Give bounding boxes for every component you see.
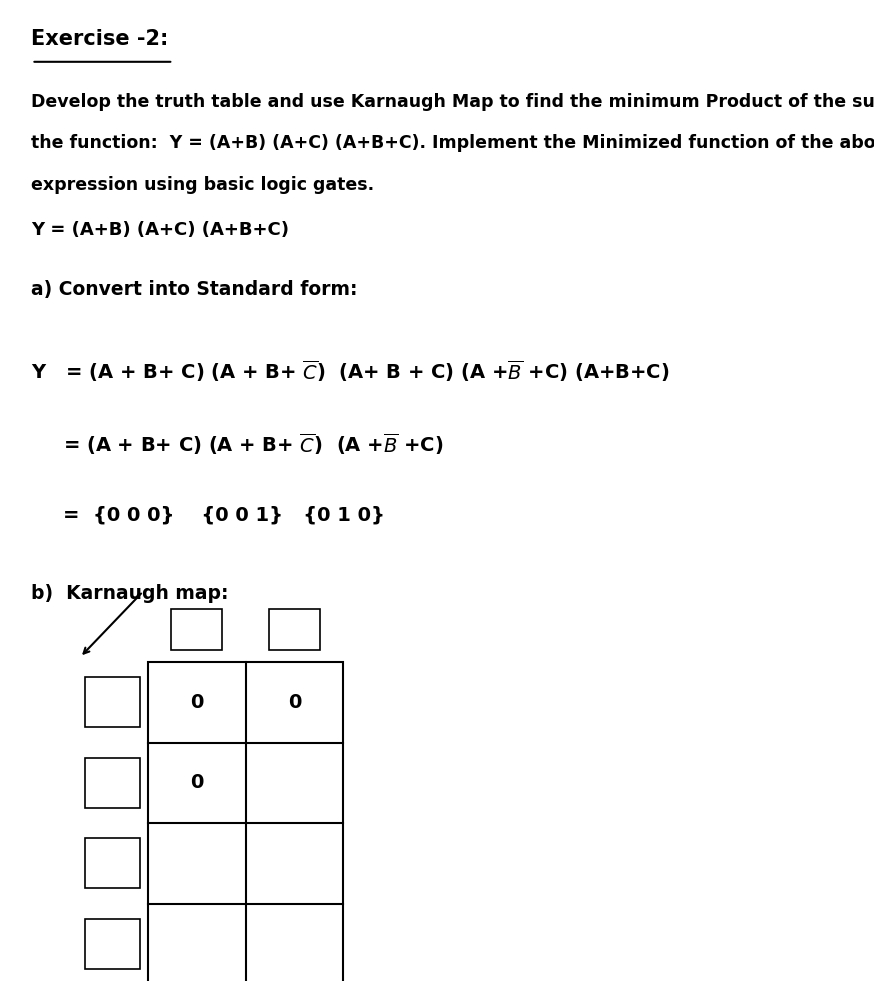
Text: Y = (A+B) (A+C) (A+B+C): Y = (A+B) (A+C) (A+B+C) <box>31 221 289 238</box>
Text: 01: 01 <box>102 774 123 792</box>
Text: = (A + B+ C) (A + B+ $\overline{C}$)  (A +$\overline{B}$ +C): = (A + B+ C) (A + B+ $\overline{C}$) (A … <box>63 432 443 457</box>
Bar <box>85 758 141 807</box>
Text: Y   = (A + B+ C) (A + B+ $\overline{C}$)  (A+ B + C) (A +$\overline{B}$ +C) (A+B: Y = (A + B+ C) (A + B+ $\overline{C}$) (… <box>31 358 669 384</box>
Text: 11: 11 <box>102 854 123 872</box>
Bar <box>85 678 141 727</box>
Text: 0: 0 <box>191 773 204 793</box>
Text: expression using basic logic gates.: expression using basic logic gates. <box>31 176 375 193</box>
Bar <box>148 662 343 981</box>
Text: =  {0 0 0}    {0 0 1}   {0 1 0}: = {0 0 0} {0 0 1} {0 1 0} <box>63 505 385 524</box>
Text: Exercise -2:: Exercise -2: <box>31 29 169 49</box>
Text: b)  Karnaugh map:: b) Karnaugh map: <box>31 584 229 602</box>
Text: 0: 0 <box>288 693 302 712</box>
Text: 0: 0 <box>191 693 204 712</box>
Bar <box>85 839 141 888</box>
Text: 0: 0 <box>191 621 202 639</box>
Text: 00: 00 <box>102 694 123 711</box>
Text: a) Convert into Standard form:: a) Convert into Standard form: <box>31 280 358 298</box>
Text: Develop the truth table and use Karnaugh Map to find the minimum Product of the : Develop the truth table and use Karnaugh… <box>31 93 874 111</box>
Bar <box>171 609 222 650</box>
Bar <box>269 609 320 650</box>
Text: 1: 1 <box>289 621 300 639</box>
Bar <box>85 919 141 968</box>
Text: the function:  Y = (A+B) (A+C) (A+B+C). Implement the Minimized function of the : the function: Y = (A+B) (A+C) (A+B+C). I… <box>31 134 874 152</box>
Text: 10: 10 <box>102 935 123 953</box>
